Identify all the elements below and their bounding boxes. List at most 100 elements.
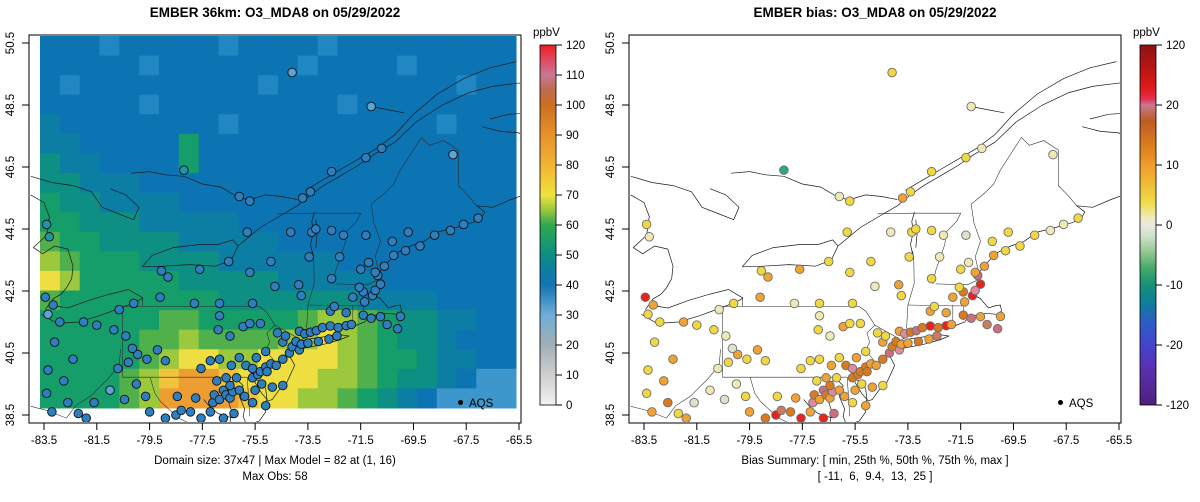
aqs-station-dot (727, 343, 738, 354)
aqs-station-dot (845, 267, 855, 278)
coastline (489, 113, 520, 120)
aqs-station-dot (185, 407, 196, 417)
model-grid-cell (317, 231, 339, 252)
aqs-station-dot (719, 394, 730, 405)
model-grid-cell (337, 388, 358, 409)
model-grid-cell (297, 349, 319, 370)
aqs-station-dot (44, 232, 55, 242)
model-grid-cell (377, 75, 398, 96)
aqs-station-dot (73, 408, 84, 419)
model-grid-cell (436, 349, 458, 370)
y-tick-label: 42.5 (5, 280, 17, 302)
model-grid-cell (357, 36, 378, 57)
aqs-station-dot (239, 391, 250, 402)
aqs-station-dot (267, 382, 278, 392)
model-grid-cell (337, 270, 358, 291)
model-grid-cell (119, 153, 140, 174)
model-grid-cell (317, 36, 339, 57)
model-grid-cell (278, 290, 299, 311)
aqs-station-dot (845, 196, 855, 206)
aqs-station-dot (43, 309, 53, 320)
state-border (970, 204, 981, 272)
aqs-station-dot (140, 391, 151, 402)
model-grid-cell (40, 270, 61, 291)
model-grid-cell (496, 153, 517, 174)
aqs-station-dot (326, 166, 337, 177)
model-grid-cell (436, 368, 458, 389)
model-grid-cell (456, 173, 477, 194)
model-grid-cell (496, 251, 517, 272)
model-grid-cell (178, 388, 200, 409)
model-grid-cell (178, 173, 200, 194)
coastline (649, 289, 744, 309)
colorbar-tick-label: 90 (566, 130, 579, 142)
aqs-station-dot (255, 318, 266, 329)
aqs-station-dot (247, 363, 258, 374)
model-grid-cell (436, 173, 458, 194)
model-grid-cell (496, 173, 517, 194)
aqs-station-dot (262, 366, 272, 377)
model-grid-cell (238, 329, 259, 350)
aqs-station-dot (297, 193, 308, 203)
aqs-station-dot (225, 331, 235, 341)
y-tick-label: 42.5 (605, 280, 617, 302)
aqs-station-dot (941, 307, 951, 318)
model-grid-cell (139, 75, 160, 96)
coastline (630, 194, 674, 279)
coastline (475, 195, 520, 220)
aqs-station-dot (839, 391, 850, 402)
aqs-station-dot (1045, 225, 1056, 236)
aqs-station-dot (760, 413, 771, 422)
aqs-station-dot (392, 324, 403, 334)
model-grid-cell (198, 114, 220, 135)
x-tick-label: -65.5 (1106, 435, 1132, 447)
aqs-station-dot (924, 334, 934, 344)
model-grid-cell (397, 94, 418, 115)
model-grid-cell (297, 36, 319, 57)
state-border (335, 279, 379, 286)
colorbar-tick-label: -10 (1166, 280, 1183, 292)
model-grid-cell (397, 388, 418, 409)
model-grid-cell (198, 310, 220, 331)
aqs-station-dot (370, 267, 380, 278)
aqs-station-dot (270, 281, 280, 292)
coastline (1089, 113, 1120, 120)
model-grid-cell (238, 153, 259, 174)
model-grid-cell (397, 368, 418, 389)
right-aqs-legend: AQS (1058, 398, 1093, 410)
x-tick-label: -79.5 (136, 435, 162, 447)
model-grid-cell (278, 36, 299, 57)
model-grid-cell (178, 75, 200, 96)
model-grid-cell (99, 231, 120, 252)
left-aqs-label: AQS (469, 398, 494, 410)
model-grid-cell (436, 290, 458, 311)
model-grid-cell (79, 329, 101, 350)
model-grid-cell (397, 173, 418, 194)
aqs-station-dot (640, 292, 651, 302)
model-grid-cell (159, 133, 180, 154)
aqs-station-dot (346, 319, 357, 330)
model-grid-cell (456, 290, 477, 311)
aqs-station-dot (400, 245, 411, 256)
aqs-station-dot (247, 397, 258, 408)
model-grid-cell (357, 329, 378, 350)
aqs-station-dot (196, 363, 206, 374)
model-grid-cell (377, 368, 398, 389)
aqs-station-dot (692, 320, 702, 330)
model-grid-cell (238, 133, 259, 154)
aqs-station-dot (966, 313, 976, 324)
aqs-station-dot (212, 376, 222, 386)
model-grid-cell (198, 251, 220, 272)
aqs-station-dot (272, 328, 283, 338)
coastline (731, 171, 750, 174)
model-grid-cell (397, 75, 418, 96)
x-tick-label: -83.5 (631, 435, 657, 447)
x-tick-label: -69.5 (400, 435, 426, 447)
aqs-station-dot (280, 331, 291, 341)
model-grid-cell (79, 290, 101, 311)
model-grid-cell (476, 251, 497, 272)
aqs-station-dot (880, 331, 891, 341)
model-grid-cell (377, 349, 398, 370)
model-grid-cell (198, 290, 220, 311)
model-grid-cell (79, 94, 101, 115)
